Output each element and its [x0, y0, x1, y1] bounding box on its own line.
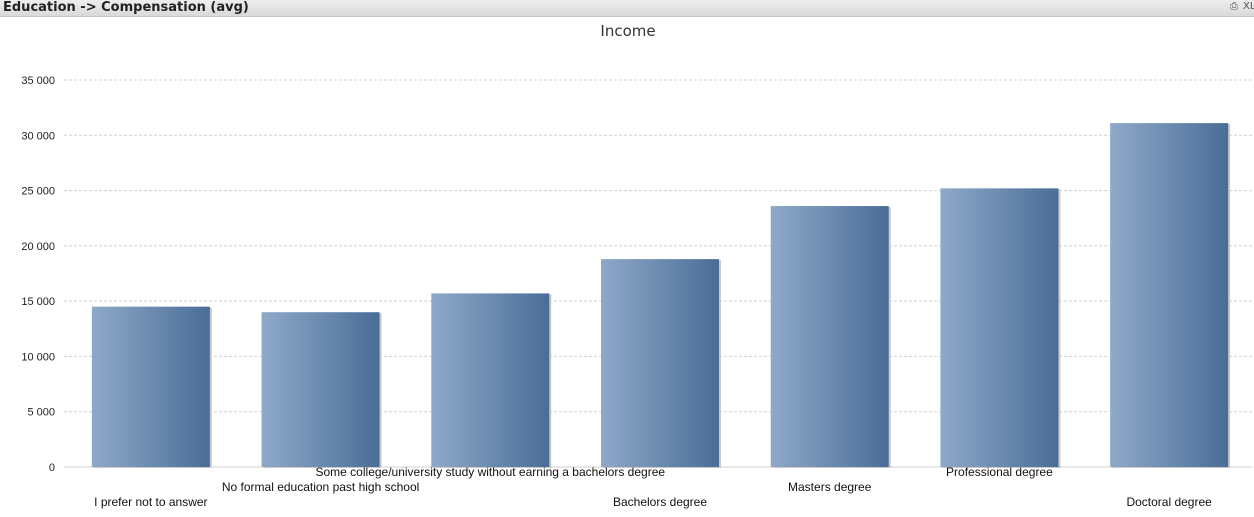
- y-tick-label: 25 000: [21, 186, 55, 198]
- bar[interactable]: [601, 259, 719, 467]
- category-label: Professional degree: [946, 465, 1053, 479]
- bar[interactable]: [770, 206, 889, 467]
- y-axis-ticks: 0 5 000 10 000 15 000 20 000 25 000 30 000 35 0…: [21, 75, 55, 474]
- bar[interactable]: [261, 312, 380, 467]
- window-title: Education -> Compensation (avg): [3, 0, 249, 15]
- bar[interactable]: [1110, 123, 1229, 467]
- bar[interactable]: [91, 306, 210, 467]
- bar[interactable]: [431, 293, 550, 467]
- xl-export-icon[interactable]: XL: [1243, 1, 1254, 12]
- y-tick-label: 20 000: [21, 241, 55, 253]
- print-icon[interactable]: ⎙: [1230, 1, 1238, 12]
- category-label: Some college/university study without ea…: [316, 465, 666, 479]
- bar[interactable]: [940, 188, 1059, 468]
- y-tick-label: 0: [49, 462, 55, 474]
- y-tick-label: 30 000: [21, 130, 55, 142]
- category-label: I prefer not to answer: [94, 495, 207, 509]
- category-label: Doctoral degree: [1126, 495, 1212, 509]
- income-bar-chart: Income 0 5 000 10 000 15 000 20 000 25 000 30 …: [21, 22, 1252, 509]
- bars: [91, 123, 1231, 469]
- x-axis-category-labels: I prefer not to answer No formal educatio…: [94, 465, 1212, 509]
- category-label: Bachelors degree: [613, 495, 707, 509]
- chart-title: Income: [600, 22, 655, 40]
- y-tick-label: 15 000: [21, 296, 55, 308]
- window-title-bar: Education -> Compensation (avg) ⎙ XL: [0, 0, 1254, 17]
- y-tick-label: 35 000: [21, 75, 55, 87]
- category-label: No formal education past high school: [222, 480, 419, 494]
- category-label: Masters degree: [788, 480, 872, 494]
- y-tick-label: 5 000: [27, 407, 55, 419]
- y-tick-label: 10 000: [21, 351, 55, 363]
